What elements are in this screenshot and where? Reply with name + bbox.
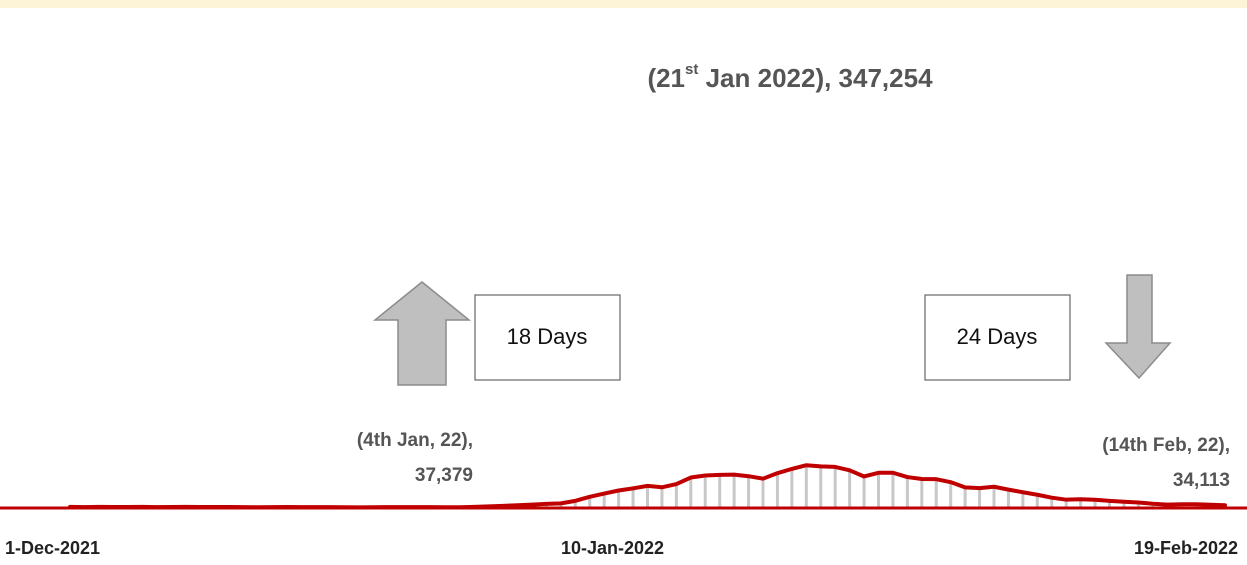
bar bbox=[992, 486, 996, 508]
days-box bbox=[474, 294, 621, 381]
bar bbox=[1006, 489, 1010, 508]
bar bbox=[544, 503, 548, 508]
peak-label-part: Jan 2022), 347,254 bbox=[698, 63, 933, 93]
bar bbox=[804, 465, 808, 508]
bar bbox=[588, 496, 592, 508]
bar bbox=[689, 477, 693, 508]
bar bbox=[718, 474, 722, 508]
bar bbox=[1093, 499, 1097, 508]
x-tick-label: 1-Dec-2021 bbox=[5, 538, 100, 558]
bar bbox=[631, 488, 635, 508]
bar bbox=[1021, 492, 1025, 508]
top-band bbox=[0, 0, 1247, 8]
bar bbox=[934, 479, 938, 508]
days-box-label: 18 Days bbox=[507, 324, 588, 349]
bar bbox=[775, 473, 779, 508]
bar bbox=[747, 476, 751, 508]
bar bbox=[559, 503, 563, 508]
days-box-label: 24 Days bbox=[957, 324, 1038, 349]
annotation: (4th Jan, 22), bbox=[357, 430, 473, 451]
bar bbox=[819, 466, 823, 508]
bar bbox=[602, 493, 606, 508]
x-tick-label: 19-Feb-2022 bbox=[1134, 538, 1238, 558]
bar bbox=[905, 477, 909, 508]
days-box bbox=[924, 294, 1071, 381]
annotation: 37,379 bbox=[415, 465, 473, 486]
bar bbox=[848, 470, 852, 508]
bar bbox=[1122, 501, 1126, 508]
bar bbox=[949, 482, 953, 508]
annotation: 34,113 bbox=[1173, 470, 1230, 491]
bar bbox=[761, 478, 765, 508]
bar bbox=[703, 475, 707, 508]
bar bbox=[617, 490, 621, 508]
bar bbox=[732, 474, 736, 508]
bar bbox=[1064, 499, 1068, 508]
bar bbox=[674, 484, 678, 508]
peak-label-sup: st bbox=[685, 61, 698, 78]
peak-label: (21st Jan 2022), 347,254 bbox=[647, 61, 933, 93]
bar bbox=[1108, 500, 1111, 508]
bar bbox=[646, 485, 649, 508]
bar bbox=[920, 478, 924, 508]
bar bbox=[978, 488, 982, 508]
bar bbox=[877, 472, 880, 508]
x-tick-label: 10-Jan-2022 bbox=[561, 538, 664, 558]
bar bbox=[963, 487, 967, 508]
bar bbox=[1035, 494, 1039, 508]
up-arrow bbox=[372, 281, 472, 386]
bar bbox=[1079, 499, 1083, 508]
bar bbox=[1151, 503, 1155, 508]
bar bbox=[862, 476, 866, 508]
bar bbox=[891, 472, 895, 508]
trend-line bbox=[68, 463, 1227, 510]
down-arrow bbox=[1104, 274, 1172, 380]
annotation: (14th Feb, 22), bbox=[1102, 435, 1230, 456]
bar bbox=[1136, 502, 1140, 508]
bar bbox=[660, 487, 664, 508]
peak-label-part: (21 bbox=[647, 63, 685, 93]
bar bbox=[1050, 497, 1054, 508]
bar bbox=[573, 500, 577, 508]
bar bbox=[833, 466, 837, 508]
bar bbox=[790, 468, 794, 508]
